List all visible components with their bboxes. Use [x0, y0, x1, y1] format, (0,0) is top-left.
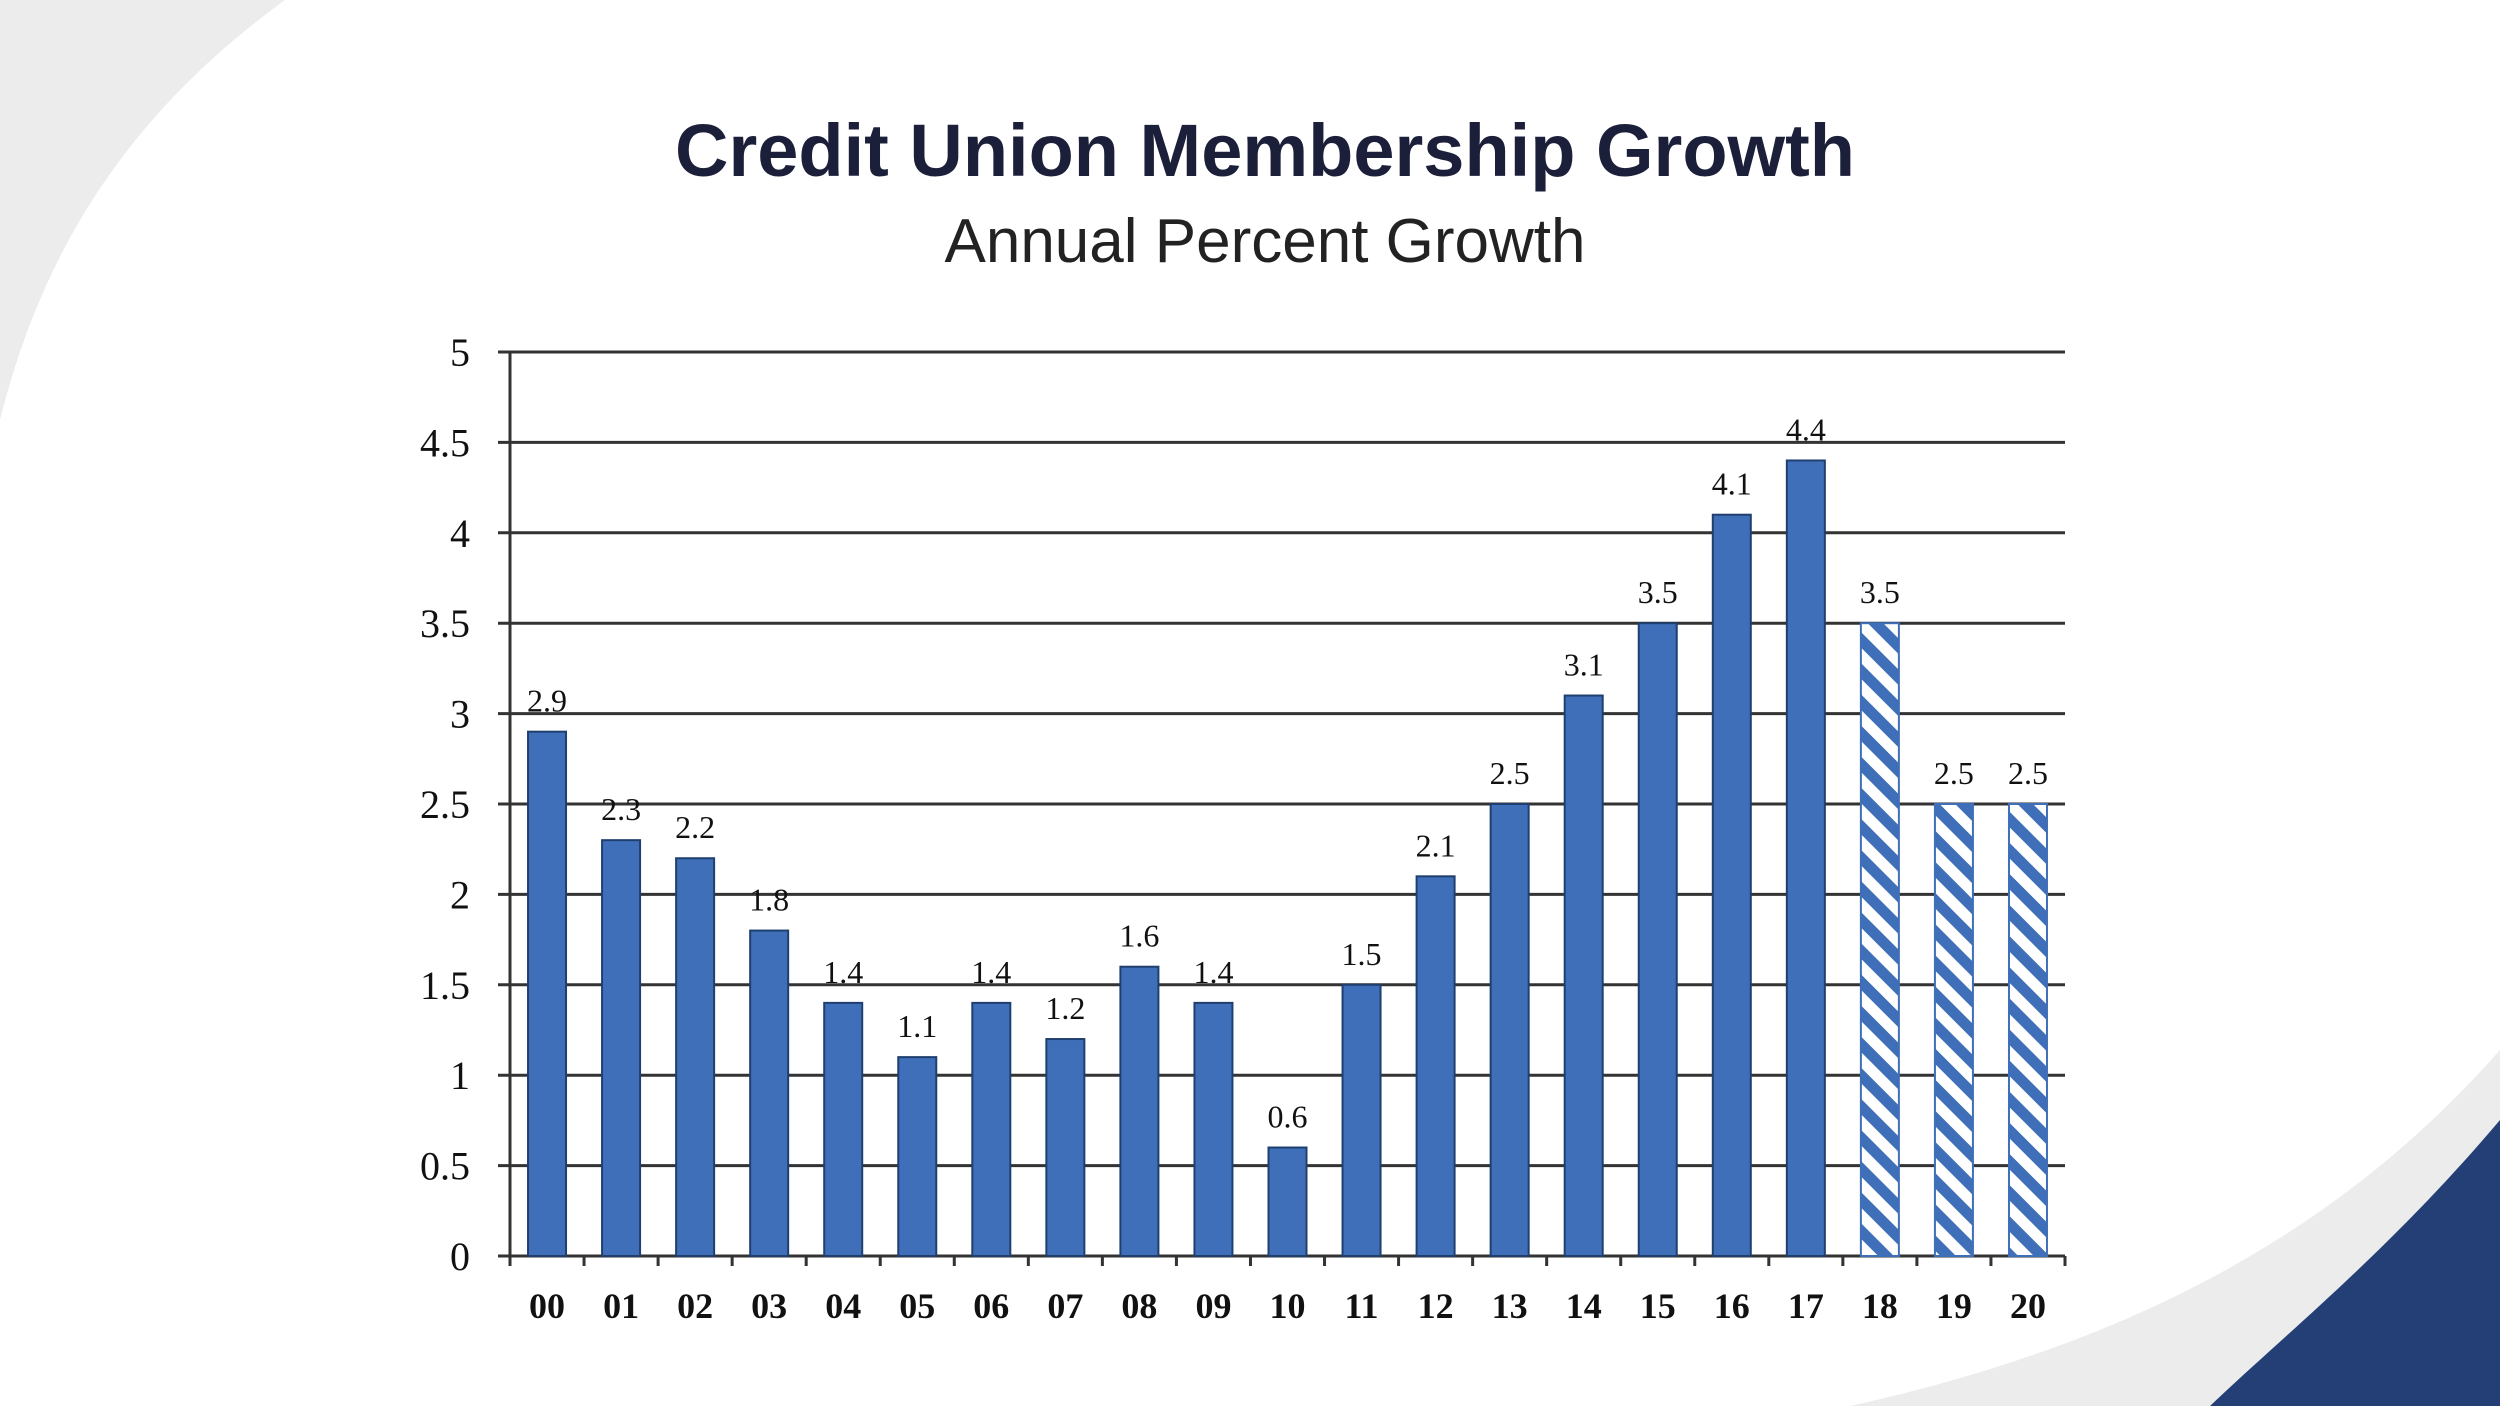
- bar: [1415, 875, 1456, 1257]
- y-tick-label: 0: [450, 1234, 470, 1279]
- x-category-label: 07: [1047, 1286, 1083, 1326]
- value-label: 1.4: [1193, 954, 1233, 990]
- bar: [1563, 694, 1604, 1257]
- x-category-label: 00: [529, 1286, 565, 1326]
- x-category-label: 20: [2010, 1286, 2046, 1326]
- x-category-label: 13: [1492, 1286, 1528, 1326]
- value-label: 1.4: [971, 954, 1011, 990]
- bar: [1711, 513, 1752, 1257]
- bar: [1045, 1038, 1086, 1258]
- bar-projected: [1859, 622, 1900, 1257]
- value-labels: 2.9 2.3 2.2 1.8 1.4 1.1 1.4 1.2 1.6 1.4 0.6 1.5 2.1 2…: [527, 411, 2048, 1134]
- x-category-label: 03: [751, 1286, 787, 1326]
- x-category-label: 19: [1936, 1286, 1972, 1326]
- value-label: 0.6: [1268, 1099, 1308, 1135]
- chart-title: Credit Union Membership Growth: [675, 109, 1855, 192]
- bar: [1267, 1146, 1308, 1258]
- bar-projected: [1933, 803, 1974, 1257]
- value-label: 1.1: [897, 1008, 937, 1044]
- bar: [971, 1001, 1012, 1257]
- bar: [527, 730, 568, 1257]
- bar: [675, 857, 716, 1257]
- value-label: 2.5: [2008, 755, 2048, 791]
- bar: [1489, 803, 1530, 1257]
- x-category-label: 14: [1566, 1286, 1602, 1326]
- y-axis-ticks: 0 0.5 1 1.5 2 2.5 3 3.5 4 4.5 5: [420, 330, 470, 1279]
- bar: [1119, 965, 1160, 1257]
- x-category-label: 11: [1345, 1286, 1379, 1326]
- x-category-label: 08: [1121, 1286, 1157, 1326]
- x-category-label: 04: [825, 1286, 861, 1326]
- value-label: 4.4: [1786, 411, 1826, 447]
- x-category-label: 17: [1788, 1286, 1824, 1326]
- bars: [527, 459, 2048, 1258]
- value-label: 2.3: [601, 791, 641, 827]
- background-swoosh: [0, 0, 285, 420]
- value-label: 2.2: [675, 809, 715, 845]
- x-category-label: 05: [899, 1286, 935, 1326]
- y-tick-label: 4: [450, 511, 470, 556]
- value-label: 3.5: [1860, 574, 1900, 610]
- value-label: 1.8: [749, 882, 789, 918]
- x-axis-categories: 00 01 02 03 04 05 06 07 08 09 10 11 12 13 14 15 16 17 18 19…: [529, 1286, 2046, 1326]
- value-label: 2.1: [1416, 827, 1456, 863]
- x-category-label: 01: [603, 1286, 639, 1326]
- x-category-label: 16: [1714, 1286, 1750, 1326]
- y-tick-label: 1.5: [420, 963, 470, 1008]
- value-label: 2.5: [1490, 755, 1530, 791]
- bar: [1785, 459, 1826, 1258]
- y-tick-label: 2: [450, 872, 470, 917]
- x-category-label: 12: [1418, 1286, 1454, 1326]
- value-label: 1.6: [1119, 918, 1159, 954]
- value-label: 2.5: [1934, 755, 1974, 791]
- bar: [601, 839, 642, 1257]
- x-category-label: 02: [677, 1286, 713, 1326]
- bar: [749, 929, 790, 1257]
- y-tick-label: 3.5: [420, 601, 470, 646]
- bar: [897, 1056, 938, 1257]
- corner-accent: [2210, 1120, 2500, 1406]
- x-category-label: 18: [1862, 1286, 1898, 1326]
- x-category-label: 06: [973, 1286, 1009, 1326]
- value-label: 3.5: [1638, 574, 1678, 610]
- bar: [1341, 983, 1382, 1257]
- value-label: 3.1: [1564, 647, 1604, 683]
- value-label: 1.4: [823, 954, 863, 990]
- value-label: 1.5: [1342, 936, 1382, 972]
- x-category-label: 09: [1195, 1286, 1231, 1326]
- value-label: 2.9: [527, 683, 567, 719]
- y-tick-label: 0.5: [420, 1144, 470, 1189]
- bar: [1637, 622, 1678, 1257]
- chart-subtitle: Annual Percent Growth: [944, 207, 1585, 276]
- x-category-label: 15: [1640, 1286, 1676, 1326]
- value-label: 1.2: [1045, 990, 1085, 1026]
- y-tick-label: 2.5: [420, 782, 470, 827]
- y-tick-label: 5: [450, 330, 470, 375]
- bar: [823, 1001, 864, 1257]
- bar-projected: [2007, 803, 2048, 1257]
- y-tick-label: 3: [450, 692, 470, 737]
- y-tick-label: 4.5: [420, 420, 470, 465]
- x-category-label: 10: [1270, 1286, 1306, 1326]
- value-label: 4.1: [1712, 466, 1752, 502]
- y-tick-label: 1: [450, 1053, 470, 1098]
- bar: [1193, 1001, 1234, 1257]
